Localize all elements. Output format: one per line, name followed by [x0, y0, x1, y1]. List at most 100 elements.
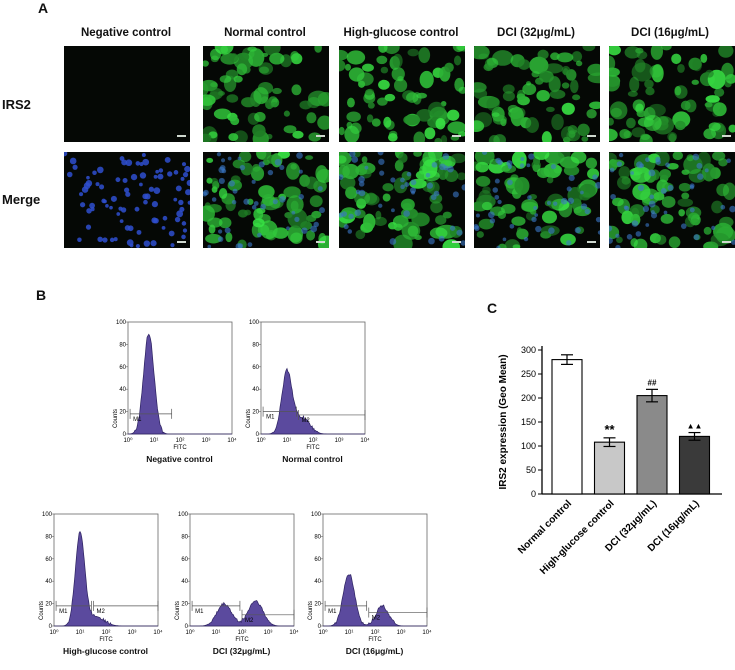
y-tick-label: 0	[256, 432, 260, 438]
x-tick-label: 10⁴	[360, 437, 370, 444]
gate-label: M2	[301, 418, 310, 424]
y-tick-label: 40	[252, 387, 259, 393]
scale-bar	[722, 135, 731, 137]
y-tick-label: 100	[521, 441, 536, 451]
y-axis-label: Counts	[39, 601, 45, 620]
panel-a-letter: A	[38, 0, 49, 16]
x-tick-label: 10³	[264, 630, 273, 636]
significance-label: ##	[648, 378, 657, 387]
y-tick-label: 0	[123, 432, 127, 438]
panel-c-letter: C	[487, 300, 498, 316]
y-tick-label: 0	[185, 624, 189, 630]
x-tick-label: 10⁰	[185, 629, 195, 636]
histogram-area	[127, 333, 232, 435]
x-tick-label: 10²	[238, 630, 247, 636]
histogram-area	[190, 600, 294, 627]
column-title-negative-control: Negative control	[80, 27, 172, 39]
y-tick-label: 60	[45, 557, 52, 563]
x-tick-label: 10⁴	[422, 629, 432, 636]
micrograph-irs2-4	[474, 46, 600, 142]
x-tick-label: 10⁴	[289, 629, 299, 636]
column-title-dci-32: DCI (32μg/mL)	[497, 27, 575, 39]
x-tick-label: 10²	[102, 630, 111, 636]
histogram-1: 0 20 40 60 80 100 10⁰ 10¹ 10² 10³ 10⁴ Counts FITC M1	[113, 320, 237, 451]
column-title-high-glucose-control: High-glucose control	[343, 27, 459, 39]
column-title-normal-control: Normal control	[224, 27, 306, 39]
gate-label: M1	[133, 417, 142, 423]
significance-label: **	[604, 422, 615, 437]
y-tick-label: 250	[521, 369, 536, 379]
x-tick-label: 10⁰	[49, 629, 59, 636]
x-tick-label: 10⁴	[153, 629, 163, 636]
gate-label: M2	[245, 618, 254, 624]
y-tick-label: 0	[49, 624, 53, 630]
y-tick-label: 0	[318, 624, 322, 630]
scale-bar	[587, 241, 596, 243]
y-tick-label: 0	[531, 489, 536, 499]
x-tick-label: 10¹	[150, 438, 159, 444]
histogram-area	[323, 574, 427, 627]
y-tick-label: 60	[181, 557, 188, 563]
histogram-caption: Normal control	[282, 454, 343, 464]
x-axis-label: FITC	[173, 445, 187, 451]
micrograph-merge-2	[203, 152, 329, 248]
bar-4	[678, 435, 711, 495]
micrograph-irs2-1	[64, 46, 190, 142]
x-tick-label: 10¹	[76, 630, 85, 636]
histogram-5: 0 20 40 60 80 100 10⁰ 10¹ 10² 10³ 10⁴ Counts FITC M1 M…	[308, 512, 432, 643]
scale-bar	[722, 241, 731, 243]
y-axis-label: Counts	[246, 409, 252, 428]
y-tick-label: 80	[119, 342, 126, 348]
x-tick-label: 10³	[397, 630, 406, 636]
micrograph-merge-4	[474, 152, 600, 248]
y-tick-label: 20	[45, 602, 52, 608]
histogram-caption: DCI (16μg/mL)	[345, 646, 404, 656]
y-tick-label: 20	[119, 410, 126, 416]
y-tick-label: 60	[119, 365, 126, 371]
x-tick-label: 10¹	[212, 630, 221, 636]
panel-b-letter: B	[36, 287, 47, 303]
gate-label: M2	[372, 616, 381, 622]
micrograph-irs2-5	[609, 46, 735, 142]
y-axis-label: IRS2 expression (Geo Mean)	[498, 354, 509, 489]
histogram-caption: High-glucose control	[63, 646, 148, 656]
scale-bar	[452, 241, 461, 243]
y-tick-label: 100	[116, 320, 127, 326]
x-tick-label: 10³	[335, 438, 344, 444]
y-tick-label: 100	[249, 320, 260, 326]
y-tick-label: 20	[314, 602, 321, 608]
micrograph-irs2-3	[339, 46, 465, 142]
y-tick-label: 300	[521, 345, 536, 355]
x-tick-label: 10⁰	[318, 629, 328, 636]
significance-label: ▲▲	[687, 422, 703, 431]
gate-label: M1	[195, 609, 204, 615]
category-label: High-glucose control	[538, 498, 617, 577]
y-tick-label: 80	[181, 534, 188, 540]
y-axis-label: Counts	[308, 601, 314, 620]
histogram-4: 0 20 40 60 80 100 10⁰ 10¹ 10² 10³ 10⁴ Counts FITC M1 M…	[175, 512, 299, 643]
y-tick-label: 100	[311, 512, 322, 518]
x-axis-label: FITC	[99, 637, 113, 643]
gate-label: M1	[266, 415, 275, 421]
x-tick-label: 10³	[128, 630, 137, 636]
x-tick-label: 10⁴	[227, 437, 237, 444]
histogram-2: 0 20 40 60 80 100 10⁰ 10¹ 10² 10³ 10⁴ Counts FITC M1 M…	[246, 320, 370, 451]
y-tick-label: 60	[252, 365, 259, 371]
x-axis-label: FITC	[306, 445, 320, 451]
x-tick-label: 10²	[309, 438, 318, 444]
histogram-area	[54, 530, 158, 627]
scale-bar	[587, 135, 596, 137]
y-tick-label: 80	[252, 342, 259, 348]
y-tick-label: 100	[42, 512, 53, 518]
y-tick-label: 40	[181, 579, 188, 585]
scale-bar	[316, 135, 325, 137]
bar-2	[593, 441, 626, 495]
micrograph-merge-1	[64, 152, 190, 248]
y-tick-label: 200	[521, 393, 536, 403]
y-tick-label: 20	[252, 410, 259, 416]
gate-label: M2	[97, 609, 106, 615]
gate-label: M1	[328, 609, 337, 615]
y-tick-label: 100	[178, 512, 189, 518]
y-tick-label: 80	[314, 534, 321, 540]
histogram-area	[261, 367, 365, 435]
